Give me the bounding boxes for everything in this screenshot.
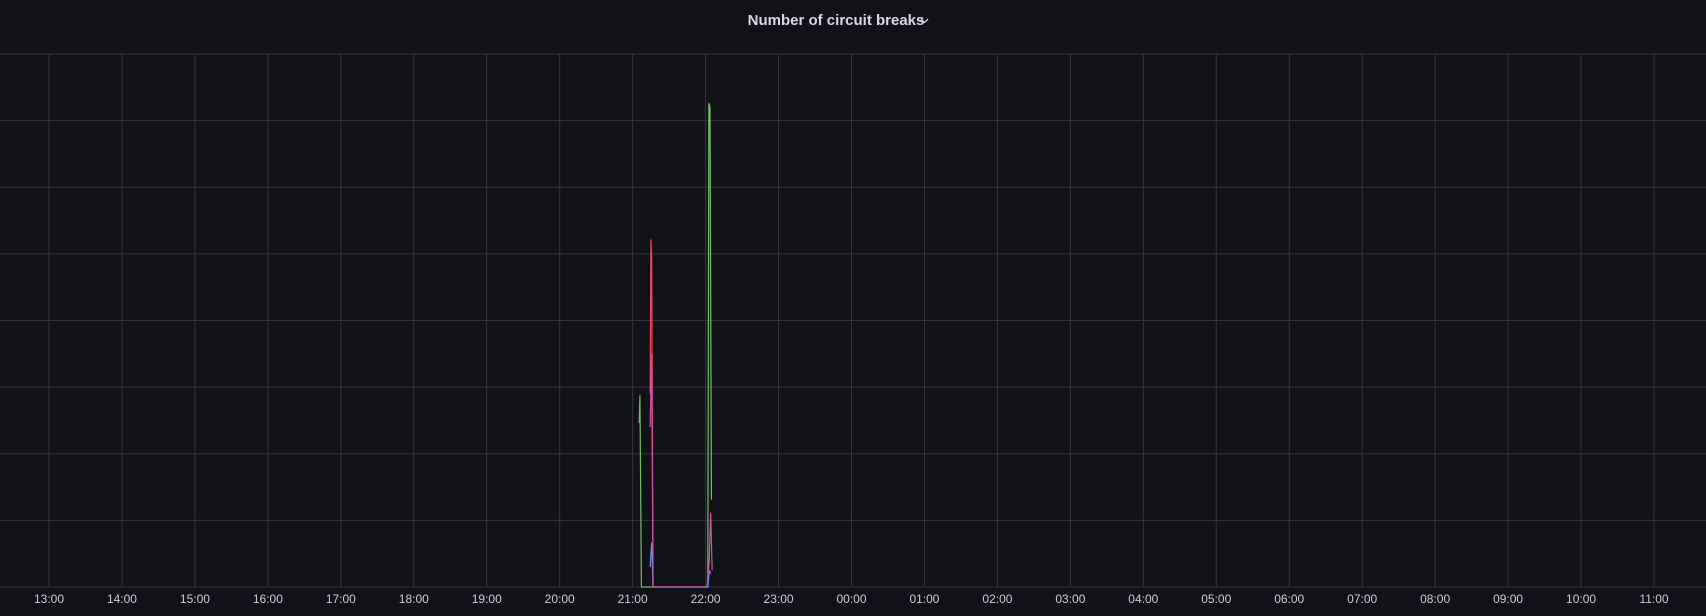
x-tick-label: 20:00 bbox=[545, 592, 575, 606]
x-tick-label: 14:00 bbox=[107, 592, 137, 606]
chart-title[interactable]: Number of circuit breaks bbox=[748, 12, 925, 29]
x-tick-label: 13:00 bbox=[34, 592, 64, 606]
x-tick-label: 17:00 bbox=[326, 592, 356, 606]
x-tick-label: 21:00 bbox=[618, 592, 648, 606]
x-tick-label: 16:00 bbox=[253, 592, 283, 606]
x-tick-label: 15:00 bbox=[180, 592, 210, 606]
x-tick-label: 01:00 bbox=[909, 592, 939, 606]
x-tick-label: 04:00 bbox=[1128, 592, 1158, 606]
series-line bbox=[649, 353, 713, 588]
x-tick-label: 08:00 bbox=[1420, 592, 1450, 606]
x-tick-label: 05:00 bbox=[1201, 592, 1231, 606]
title-menu-chevron[interactable] bbox=[920, 18, 929, 24]
x-tick-label: 10:00 bbox=[1566, 592, 1596, 606]
x-tick-label: 11:00 bbox=[1639, 592, 1668, 606]
x-tick-label: 09:00 bbox=[1493, 592, 1523, 606]
x-tick-label: 00:00 bbox=[836, 592, 866, 606]
x-tick-label: 22:00 bbox=[691, 592, 721, 606]
series-line bbox=[649, 542, 712, 588]
x-tick-label: 19:00 bbox=[472, 592, 502, 606]
x-tick-label: 02:00 bbox=[982, 592, 1012, 606]
x-tick-label: 03:00 bbox=[1055, 592, 1085, 606]
x-tick-label: 06:00 bbox=[1274, 592, 1304, 606]
x-tick-label: 07:00 bbox=[1347, 592, 1377, 606]
x-tick-label: 18:00 bbox=[399, 592, 429, 606]
x-tick-label: 23:00 bbox=[764, 592, 794, 606]
